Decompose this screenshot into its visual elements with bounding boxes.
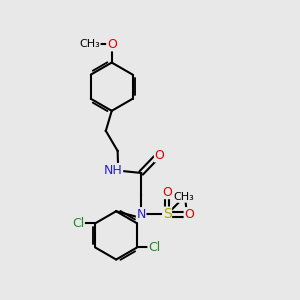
Text: O: O	[107, 38, 117, 51]
Text: CH₃: CH₃	[174, 192, 194, 202]
Text: NH: NH	[104, 164, 123, 176]
Text: Cl: Cl	[72, 217, 84, 230]
Text: O: O	[184, 208, 194, 221]
Text: Cl: Cl	[148, 241, 160, 254]
Text: N: N	[136, 208, 146, 221]
Text: O: O	[154, 149, 164, 162]
Text: S: S	[163, 207, 172, 221]
Text: O: O	[162, 186, 172, 199]
Text: CH₃: CH₃	[79, 39, 100, 49]
